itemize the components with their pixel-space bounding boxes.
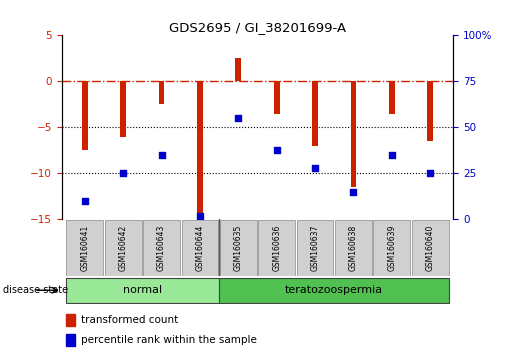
Bar	[235, 58, 241, 81]
Point	[388, 152, 396, 158]
Bar	[66, 334, 76, 346]
Text: GSM160643: GSM160643	[157, 224, 166, 271]
Text: GSM160639: GSM160639	[387, 224, 397, 271]
Point	[158, 152, 166, 158]
Bar	[351, 81, 356, 187]
Bar	[274, 81, 280, 114]
Text: GSM160636: GSM160636	[272, 224, 281, 271]
Text: GSM160640: GSM160640	[426, 224, 435, 271]
FancyBboxPatch shape	[143, 220, 180, 275]
Text: teratozoospermia: teratozoospermia	[285, 285, 383, 295]
Point	[234, 115, 243, 121]
Point	[311, 165, 319, 171]
Text: percentile rank within the sample: percentile rank within the sample	[81, 335, 258, 345]
Text: GSM160642: GSM160642	[118, 225, 128, 271]
Bar	[66, 314, 76, 326]
Point	[81, 198, 89, 204]
Text: GSM160644: GSM160644	[195, 224, 204, 271]
FancyBboxPatch shape	[258, 220, 295, 275]
Bar	[159, 81, 164, 104]
Text: normal: normal	[123, 285, 162, 295]
Bar	[121, 81, 126, 137]
Bar	[312, 81, 318, 146]
Point	[119, 171, 127, 176]
FancyBboxPatch shape	[181, 220, 218, 275]
Bar	[389, 81, 394, 114]
Text: GSM160637: GSM160637	[311, 224, 320, 271]
Text: transformed count: transformed count	[81, 315, 179, 325]
Text: GSM160641: GSM160641	[80, 225, 89, 271]
FancyBboxPatch shape	[373, 220, 410, 275]
Text: GSM160635: GSM160635	[234, 224, 243, 271]
FancyBboxPatch shape	[105, 220, 142, 275]
Text: GSM160638: GSM160638	[349, 225, 358, 271]
Text: disease state: disease state	[3, 285, 67, 295]
Title: GDS2695 / GI_38201699-A: GDS2695 / GI_38201699-A	[169, 21, 346, 34]
FancyBboxPatch shape	[335, 220, 372, 275]
FancyBboxPatch shape	[65, 278, 219, 303]
FancyBboxPatch shape	[219, 278, 450, 303]
Bar	[197, 81, 203, 215]
FancyBboxPatch shape	[220, 220, 257, 275]
Point	[272, 147, 281, 152]
FancyBboxPatch shape	[297, 220, 334, 275]
FancyBboxPatch shape	[66, 220, 103, 275]
Point	[426, 171, 434, 176]
Bar	[82, 81, 88, 150]
Point	[349, 189, 357, 195]
FancyBboxPatch shape	[412, 220, 449, 275]
Bar	[427, 81, 433, 141]
Point	[196, 213, 204, 219]
